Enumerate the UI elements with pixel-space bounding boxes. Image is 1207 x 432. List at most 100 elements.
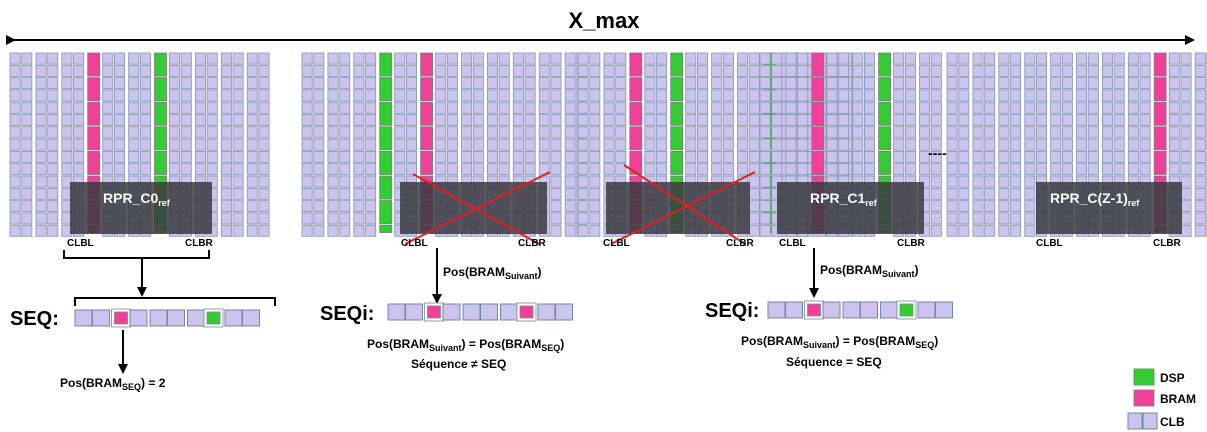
clb-cell — [73, 64, 85, 77]
clb-cell — [169, 101, 181, 114]
clb-cell — [339, 163, 351, 176]
clb-cell — [405, 126, 417, 139]
clb-cell — [169, 138, 181, 151]
clb-cell — [564, 52, 576, 65]
dsp-cell — [878, 150, 891, 175]
clb-cell — [524, 126, 536, 139]
clb-cell — [589, 52, 601, 65]
right-arrow-text: Pos(BRAMSuivant) — [820, 263, 919, 279]
bram-cell — [1153, 150, 1167, 175]
clb-cell — [984, 224, 996, 237]
clb-cell — [577, 114, 589, 127]
clb-cell — [128, 77, 140, 90]
clb-cell — [644, 138, 656, 151]
clb-cell — [35, 224, 47, 237]
clb-cell — [206, 89, 218, 102]
clb-cell — [129, 309, 148, 327]
bram-cell — [420, 150, 434, 175]
clb-cell — [904, 77, 916, 90]
clb-cell — [893, 77, 905, 90]
clb-cell — [1113, 64, 1125, 77]
dsp-cell — [154, 77, 167, 102]
clb-cell — [446, 101, 458, 114]
clb-cell — [73, 101, 85, 114]
clb-cell — [577, 212, 589, 225]
clb-cell — [737, 77, 749, 90]
clb-cell — [246, 200, 258, 213]
clb-cell — [435, 77, 447, 90]
clb-cell — [958, 138, 970, 151]
clb-cell — [524, 138, 536, 151]
clb-cell — [301, 64, 313, 77]
clb-cell — [615, 126, 627, 139]
clb-cell — [589, 224, 601, 237]
clb-cell — [1087, 89, 1099, 102]
clb-cell — [1010, 101, 1022, 114]
clb-cell — [930, 224, 942, 237]
clb-cell — [748, 175, 760, 188]
clb-cell — [114, 114, 126, 127]
clb-cell — [1010, 224, 1022, 237]
clb-cell — [486, 64, 498, 77]
seq-mid-label: SEQi: — [320, 303, 374, 325]
clb-cell — [785, 64, 797, 77]
clb-cell — [737, 52, 749, 65]
clb-cell — [498, 150, 510, 163]
clb-cell — [771, 175, 783, 188]
clb-cell — [785, 138, 797, 151]
clb-cell — [998, 175, 1010, 188]
clb-cell — [722, 150, 734, 163]
clb-cell — [512, 64, 524, 77]
clb-cell — [524, 77, 536, 90]
clb-cell — [206, 150, 218, 163]
clb-cell — [73, 138, 85, 151]
clb-cell — [47, 224, 59, 237]
clb-cell — [838, 64, 850, 77]
clb-cell — [313, 175, 325, 188]
clb-cell — [498, 89, 510, 102]
clb-cell — [339, 138, 351, 151]
seq-mid-sequence — [387, 302, 573, 322]
clb-cell — [852, 77, 864, 90]
clb-cell — [797, 163, 809, 176]
clb-cell — [577, 187, 589, 200]
clb-cell — [1194, 200, 1206, 213]
clb-cell — [589, 187, 601, 200]
clb-cell — [180, 77, 192, 90]
clb-cell — [826, 64, 838, 77]
clb-cell — [577, 126, 589, 139]
clb-cell — [685, 64, 697, 77]
clb-cell — [615, 150, 627, 163]
clb-cell — [656, 114, 668, 127]
clb-cell — [1050, 114, 1062, 127]
clb-cell — [339, 114, 351, 127]
clb-cell — [615, 89, 627, 102]
clb-cell — [1194, 163, 1206, 176]
clb-cell — [194, 150, 206, 163]
clb-cell — [35, 64, 47, 77]
clb-cell — [9, 64, 21, 77]
clb-cell — [615, 52, 627, 65]
clb-cell — [1024, 212, 1036, 225]
clb-cell — [998, 77, 1010, 90]
clb-cell — [930, 138, 942, 151]
clb-cell — [759, 89, 771, 102]
clb-cell — [139, 77, 151, 90]
clb-cell — [187, 309, 205, 327]
clb-cell — [1113, 150, 1125, 163]
clb-cell — [139, 89, 151, 102]
bram-cell — [427, 305, 441, 319]
clb-cell — [737, 89, 749, 102]
clb-cell — [1087, 101, 1099, 114]
clb-cell — [603, 64, 615, 77]
clb-cell — [486, 150, 498, 163]
clb-cell — [139, 126, 151, 139]
clb-cell — [685, 101, 697, 114]
clb-cell — [1010, 77, 1022, 90]
clb-cell — [1180, 114, 1192, 127]
clb-cell — [711, 64, 723, 77]
clb-cell — [35, 89, 47, 102]
clb-cell — [577, 224, 589, 237]
clb-cell — [958, 89, 970, 102]
clb-cell — [1180, 77, 1192, 90]
